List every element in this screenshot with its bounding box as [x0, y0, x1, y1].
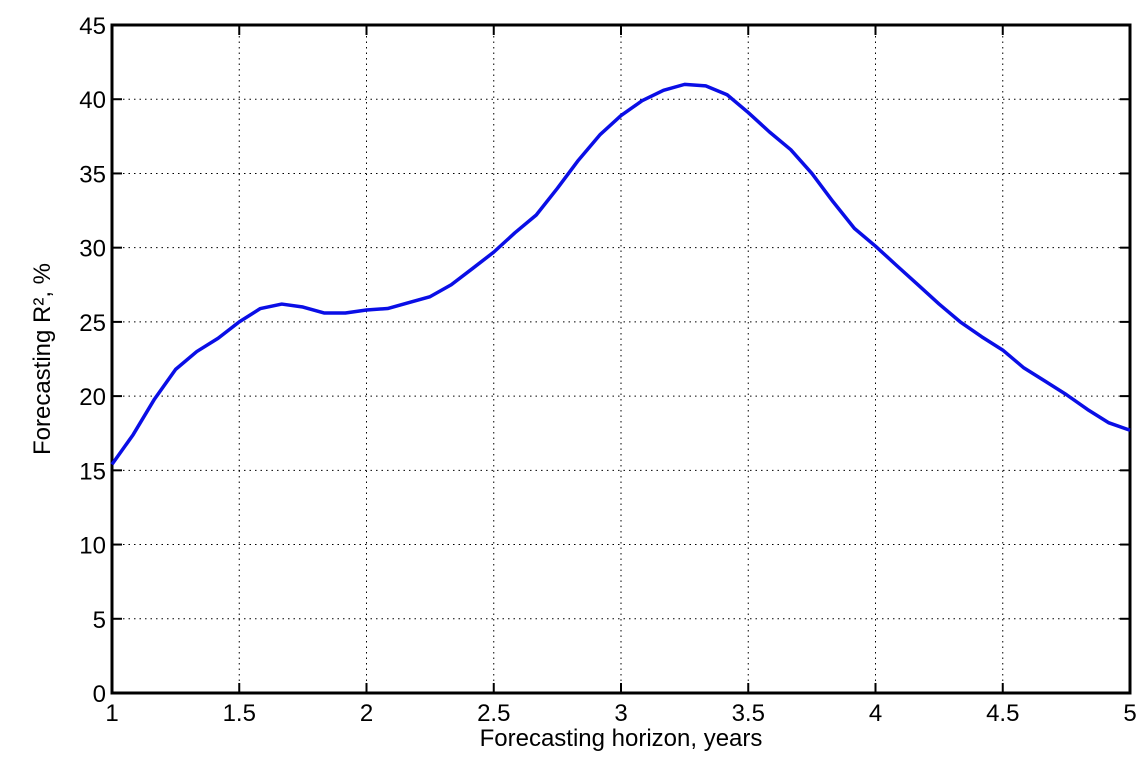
y-tick-label: 30: [79, 236, 106, 263]
x-tick-label: 1.5: [223, 700, 256, 727]
y-tick-label: 40: [79, 87, 106, 114]
x-axis-label: Forecasting horizon, years: [480, 725, 763, 752]
plot-frame: [110, 23, 1132, 695]
x-tick-label: 4: [869, 700, 882, 727]
x-tick-label: 1: [105, 700, 118, 727]
y-axis-label: Forecasting R², %: [29, 263, 56, 455]
y-tick-label: 5: [93, 607, 106, 634]
x-tick-label: 5: [1123, 700, 1136, 727]
x-tick-label: 3: [614, 700, 627, 727]
y-tick-label: 35: [79, 161, 106, 188]
x-tick-label: 2.5: [477, 700, 510, 727]
x-tick-label: 4.5: [986, 700, 1019, 727]
y-tick-label: 25: [79, 310, 106, 337]
y-tick-label: 20: [79, 384, 106, 411]
x-tick-label: 2: [360, 700, 373, 727]
x-tick-label: 3.5: [732, 700, 765, 727]
y-tick-label: 45: [79, 13, 106, 40]
y-tick-label: 0: [93, 681, 106, 708]
data-line: [110, 82, 1131, 466]
y-tick-label: 15: [79, 458, 106, 485]
y-tick-label: 10: [79, 533, 106, 560]
